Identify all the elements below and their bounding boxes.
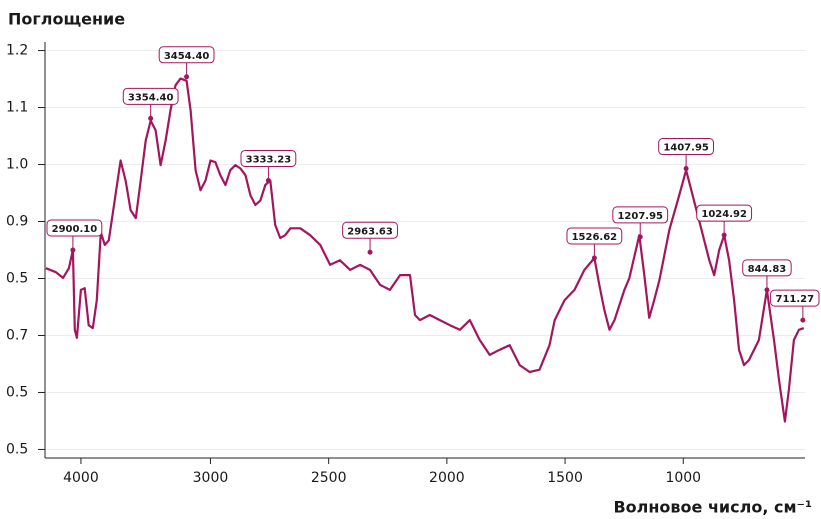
annotation-label: 3454.40: [164, 51, 210, 62]
annotation-label: 1407.95: [663, 143, 709, 154]
y-tick-label: 1.0: [6, 157, 28, 173]
annotation-point: [148, 115, 154, 121]
annotation-box: [612, 206, 669, 224]
annotation-point: [721, 232, 727, 238]
annotation-box: [770, 289, 820, 307]
annotation-box: [158, 46, 215, 64]
x-axis-title: Волновое число, см⁻¹: [613, 498, 812, 517]
y-tick-label: 0.5: [6, 384, 28, 400]
annotation-point: [70, 247, 76, 253]
annotation-label: 711.27: [776, 294, 815, 305]
chart-title: Поглощение: [8, 10, 125, 29]
annotation-point: [184, 74, 190, 80]
x-tick-label: 1000: [665, 470, 701, 486]
y-tick-label: 1.2: [6, 43, 28, 59]
annotation-box: [566, 227, 623, 245]
x-tick-label: 3000: [193, 470, 229, 486]
annotation-label: 3333.23: [246, 154, 292, 165]
y-tick-label: 1.1: [6, 100, 28, 116]
annotation-point: [265, 177, 271, 183]
annotation-label: 1526.62: [572, 232, 618, 243]
annotation-box: [122, 87, 179, 105]
annotation-label: 3354.40: [128, 92, 174, 103]
y-tick-label: 0.7: [6, 327, 28, 343]
annotation-box: [658, 138, 714, 156]
annotation-box: [240, 149, 297, 167]
annotation-label: 844.83: [748, 264, 787, 275]
annotation-label: 1024.92: [701, 209, 747, 220]
annotation-point: [800, 317, 806, 323]
x-tick-label: 2500: [311, 470, 347, 486]
annotation-point: [591, 255, 597, 261]
annotation-box: [342, 221, 398, 239]
x-tick-label: 1500: [547, 470, 583, 486]
annotation-label: 2963.63: [347, 226, 393, 237]
spectrum-line: [45, 77, 805, 423]
annotation-point: [764, 287, 770, 293]
annotation-label: 1207.95: [617, 211, 663, 222]
annotation-label: 2900.10: [52, 224, 98, 235]
x-tick-label: 2000: [429, 470, 465, 486]
x-tick-label: 4000: [63, 470, 99, 486]
y-tick-label: 0.5: [6, 270, 28, 286]
annotation-box: [696, 204, 753, 222]
annotation-point: [683, 166, 689, 172]
annotation-point: [637, 234, 643, 240]
annotation-box: [46, 219, 103, 237]
y-tick-label: 0.9: [6, 214, 28, 230]
annotation-point: [367, 249, 373, 255]
y-tick-label: 0.5: [6, 441, 28, 457]
annotation-box: [742, 259, 792, 277]
